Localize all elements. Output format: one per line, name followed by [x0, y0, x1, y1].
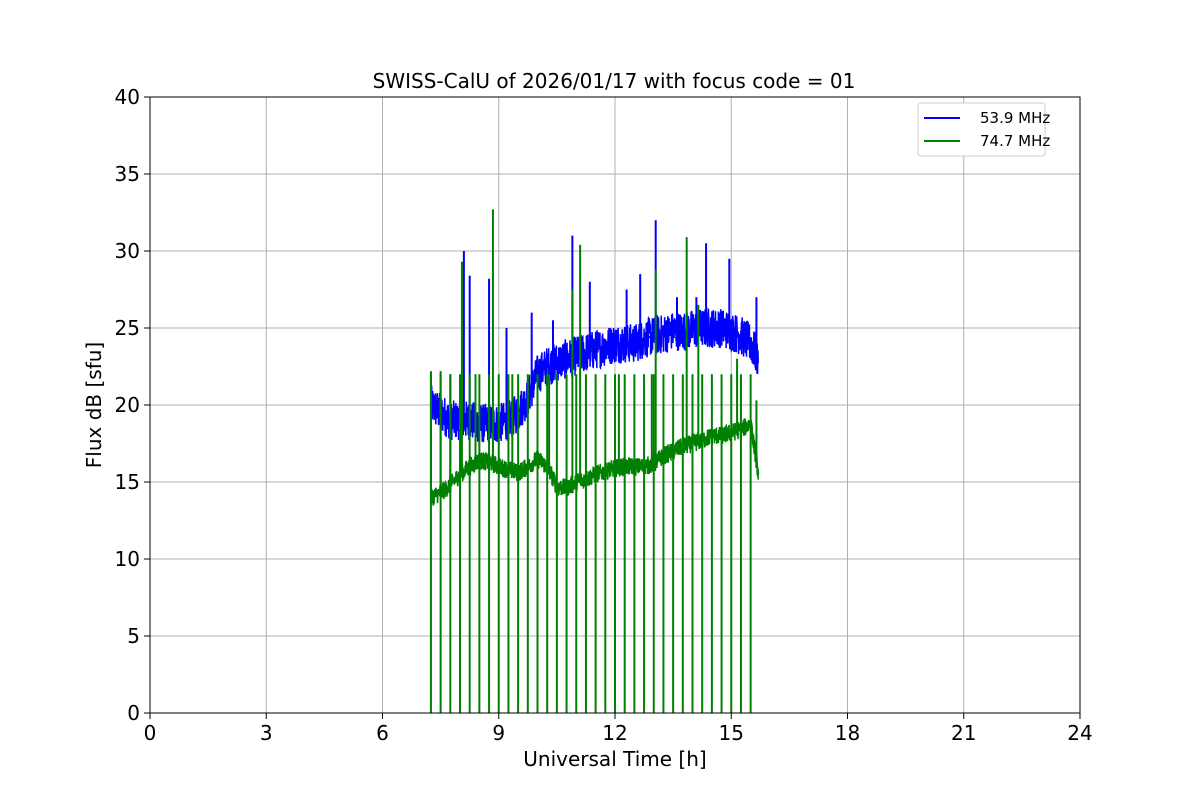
y-tick-label: 15 — [115, 470, 140, 494]
ticks: 0 3 6 9 12 15 18 21 24 0 5 10 15 20 25 30 35 40 — [115, 85, 1093, 745]
y-tick-label: 10 — [115, 547, 140, 571]
legend-box — [917, 102, 1046, 157]
x-tick-label: 6 — [376, 721, 389, 745]
legend: 53.9 MHz 74.7 MHz — [917, 102, 1050, 157]
series-group — [429, 209, 760, 713]
x-tick-label: 24 — [1067, 721, 1092, 745]
legend-label-53-9-mhz: 53.9 MHz — [980, 109, 1050, 127]
x-tick-label: 3 — [260, 721, 273, 745]
chart-title: SWISS-CalU of 2026/01/17 with focus code… — [373, 69, 856, 93]
y-tick-label: 30 — [115, 239, 140, 263]
y-tick-label: 40 — [115, 85, 140, 109]
series-53-9-mhz — [430, 220, 760, 443]
y-tick-label: 5 — [127, 624, 140, 648]
x-tick-label: 9 — [492, 721, 505, 745]
x-tick-label: 21 — [951, 721, 976, 745]
series-74-7-mhz — [429, 209, 760, 713]
y-axis-label: Flux dB [sfu] — [82, 342, 106, 468]
x-tick-label: 0 — [144, 721, 157, 745]
y-tick-label: 25 — [115, 316, 140, 340]
x-tick-label: 15 — [719, 721, 744, 745]
x-tick-label: 18 — [835, 721, 860, 745]
y-tick-label: 35 — [115, 162, 140, 186]
y-tick-label: 20 — [115, 393, 140, 417]
legend-label-74-7-mhz: 74.7 MHz — [980, 132, 1050, 150]
x-axis-label: Universal Time [h] — [523, 747, 706, 771]
y-tick-label: 0 — [127, 701, 140, 725]
x-tick-label: 12 — [602, 721, 627, 745]
